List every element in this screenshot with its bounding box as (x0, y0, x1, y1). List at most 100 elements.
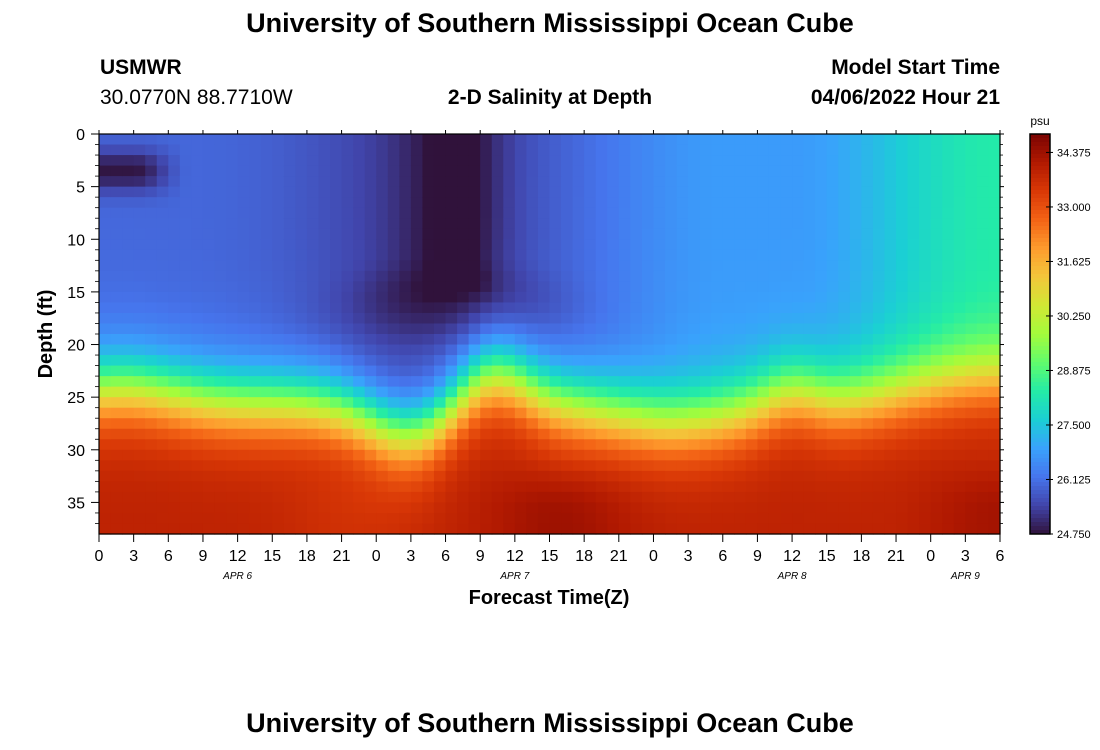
heatmap-cell (283, 407, 296, 419)
heatmap-cell (410, 386, 424, 398)
colorbar-swatch (1030, 162, 1050, 167)
heatmap-cell (584, 291, 597, 304)
heatmap-cell (433, 439, 447, 451)
heatmap-cell (399, 376, 412, 388)
heatmap-cell (306, 428, 320, 440)
heatmap-cell (595, 165, 608, 177)
heatmap-cell (988, 428, 1001, 440)
colorbar-swatch (1030, 226, 1050, 231)
colorbar-swatch (1030, 294, 1050, 299)
heatmap-cell (514, 523, 527, 535)
heatmap-cell (433, 270, 447, 282)
heatmap-cell (572, 197, 585, 209)
heatmap-cell (595, 502, 608, 514)
heatmap-cell (584, 502, 597, 514)
heatmap-cell (815, 249, 828, 261)
heatmap-cell (792, 449, 805, 461)
heatmap-cell (595, 291, 608, 304)
heatmap-cell (110, 134, 123, 146)
heatmap-cell (179, 365, 193, 377)
heatmap-cell (399, 323, 412, 335)
heatmap-cell (861, 334, 874, 346)
heatmap-cell (341, 334, 354, 346)
heatmap-cell (699, 344, 712, 356)
heatmap-cell (133, 249, 146, 261)
heatmap-cell (572, 449, 585, 461)
heatmap-cell (387, 502, 400, 514)
heatmap-cell (145, 228, 158, 240)
heatmap-cell (283, 155, 296, 167)
heatmap-cell (780, 386, 793, 398)
heatmap-cell (341, 523, 354, 535)
heatmap-cell (838, 302, 851, 314)
heatmap-cell (688, 460, 701, 472)
heatmap-cell (353, 512, 366, 525)
heatmap-cell (480, 491, 493, 504)
heatmap-cell (849, 134, 862, 146)
heatmap-cell (734, 239, 747, 251)
heatmap-cell (376, 186, 389, 198)
heatmap-cell (168, 418, 181, 430)
heatmap-cell (283, 186, 296, 198)
heatmap-cell (896, 449, 909, 461)
heatmap-cell (792, 207, 805, 219)
heatmap-cell (641, 165, 655, 177)
heatmap-cell (595, 470, 608, 482)
heatmap-cell (745, 344, 759, 356)
heatmap-cell (318, 134, 331, 146)
heatmap-cell (572, 439, 585, 451)
heatmap-cell (757, 260, 770, 272)
heatmap-cell (306, 334, 320, 346)
heatmap-cell (896, 418, 909, 430)
heatmap-cell (272, 249, 285, 261)
heatmap-cell (826, 334, 839, 346)
heatmap-cell (711, 270, 724, 282)
heatmap-cell (168, 291, 181, 304)
heatmap-cell (514, 376, 527, 388)
heatmap-cell (584, 355, 597, 367)
heatmap-cell (815, 376, 828, 388)
heatmap-cell (584, 439, 597, 451)
heatmap-cell (353, 376, 366, 388)
heatmap-cell (295, 134, 308, 146)
heatmap-cell (549, 460, 562, 472)
heatmap-cell (99, 470, 112, 482)
heatmap-cell (503, 502, 516, 514)
heatmap-cell (653, 155, 666, 167)
heatmap-cell (607, 502, 620, 514)
heatmap-cell (133, 460, 146, 472)
heatmap-cell (607, 270, 620, 282)
heatmap-cell (110, 481, 123, 493)
heatmap-cell (445, 355, 458, 367)
heatmap-cell (711, 165, 724, 177)
heatmap-cell (872, 428, 886, 440)
heatmap-cell (410, 144, 424, 156)
heatmap-cell (133, 386, 146, 398)
heatmap-cell (110, 449, 123, 461)
heatmap-cell (99, 291, 112, 304)
heatmap-cell (537, 186, 551, 198)
heatmap-cell (99, 376, 112, 388)
heatmap-cell (272, 239, 285, 251)
heatmap-cell (272, 291, 285, 304)
heatmap-cell (387, 228, 400, 240)
heatmap-cell (526, 428, 539, 440)
heatmap-cell (457, 502, 470, 514)
heatmap-cell (665, 397, 678, 409)
heatmap-cell (584, 312, 597, 325)
heatmap-cell (387, 418, 400, 430)
heatmap-cell (861, 239, 874, 251)
heatmap-cell (353, 165, 366, 177)
heatmap-cell (561, 407, 574, 419)
heatmap-cell (607, 481, 620, 493)
heatmap-cell (249, 186, 262, 198)
heatmap-cell (480, 281, 493, 293)
heatmap-cell (641, 218, 655, 230)
heatmap-cell (884, 428, 897, 440)
heatmap-cell (295, 281, 308, 293)
heatmap-cell (168, 365, 181, 377)
heatmap-cell (306, 228, 320, 240)
heatmap-cell (953, 460, 966, 472)
heatmap-cell (260, 260, 273, 272)
heatmap-cell (341, 218, 354, 230)
